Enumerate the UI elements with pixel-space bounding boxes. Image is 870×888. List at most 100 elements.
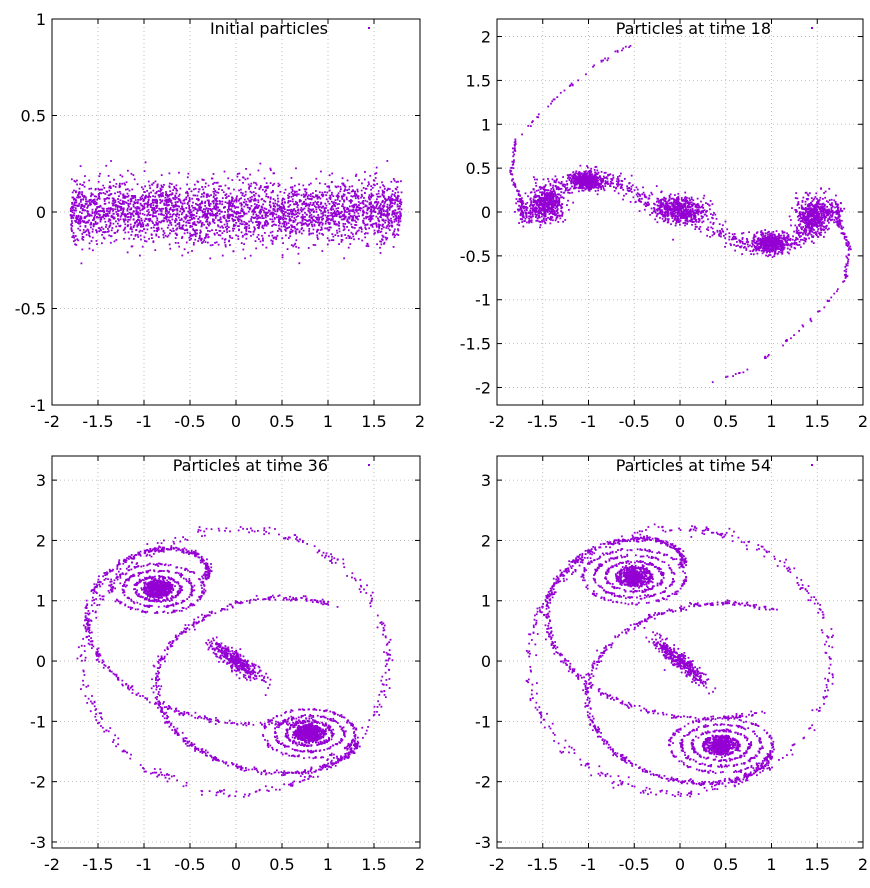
point xyxy=(288,226,291,229)
point xyxy=(307,207,310,210)
point xyxy=(381,181,383,184)
point xyxy=(239,188,242,191)
point xyxy=(394,234,396,237)
point xyxy=(202,241,204,243)
point xyxy=(269,169,272,172)
point xyxy=(130,198,133,201)
point xyxy=(687,203,690,205)
point xyxy=(240,197,242,200)
point xyxy=(90,223,93,225)
point xyxy=(695,220,698,223)
point xyxy=(106,214,109,217)
x-tick-label: 0.5 xyxy=(269,412,294,431)
point xyxy=(330,200,333,203)
point xyxy=(102,236,105,239)
point xyxy=(322,211,325,214)
point xyxy=(238,189,240,192)
point xyxy=(165,192,168,195)
point xyxy=(367,181,370,184)
point xyxy=(544,184,547,186)
point xyxy=(108,225,111,227)
point xyxy=(168,193,171,196)
point xyxy=(355,193,358,196)
point xyxy=(332,239,335,242)
point xyxy=(382,209,385,212)
point xyxy=(295,167,297,170)
point xyxy=(271,220,274,223)
point xyxy=(181,235,184,238)
point xyxy=(555,179,558,182)
point xyxy=(665,208,668,211)
point xyxy=(378,225,381,228)
point xyxy=(273,217,276,220)
point xyxy=(292,195,295,197)
point xyxy=(353,238,355,241)
point xyxy=(656,200,659,203)
point xyxy=(552,184,555,187)
point xyxy=(688,206,691,209)
point xyxy=(98,175,101,178)
point xyxy=(290,191,293,194)
point xyxy=(741,240,744,243)
panel-time-18: -2 -1.5 -1 -0.5 0 0.5 1 1.5 2-2-1.5-1-0.500.511.… xyxy=(460,18,868,431)
point xyxy=(169,215,172,218)
point xyxy=(708,204,711,207)
point xyxy=(689,208,692,211)
point xyxy=(530,221,533,224)
point xyxy=(329,226,332,229)
point xyxy=(243,221,246,223)
point xyxy=(240,209,243,212)
point xyxy=(328,189,331,192)
point xyxy=(162,236,165,239)
point xyxy=(240,220,243,223)
point xyxy=(688,197,691,200)
point xyxy=(309,201,312,204)
point xyxy=(89,202,92,205)
point xyxy=(700,200,702,203)
point xyxy=(376,230,379,233)
point xyxy=(711,217,714,220)
point xyxy=(599,176,601,179)
point xyxy=(245,227,248,230)
point xyxy=(361,182,363,185)
point xyxy=(148,220,151,223)
point xyxy=(95,239,98,242)
point xyxy=(245,212,248,215)
point xyxy=(398,224,401,227)
point xyxy=(571,185,573,188)
point xyxy=(233,211,236,214)
point xyxy=(219,226,222,229)
point xyxy=(248,199,251,202)
point xyxy=(215,208,218,211)
point xyxy=(262,239,264,242)
point xyxy=(611,179,614,182)
point xyxy=(147,201,150,204)
point xyxy=(108,194,111,197)
point xyxy=(328,185,330,188)
point xyxy=(141,194,144,197)
point xyxy=(356,188,359,191)
point xyxy=(375,205,378,208)
point xyxy=(271,243,274,245)
point xyxy=(301,203,304,206)
point xyxy=(660,201,662,204)
point xyxy=(590,167,593,170)
point xyxy=(284,214,287,217)
y-tick-label: -2 xyxy=(475,378,491,397)
point xyxy=(664,212,667,215)
point xyxy=(391,233,394,236)
point xyxy=(386,210,389,213)
point xyxy=(335,186,338,189)
point xyxy=(96,243,98,246)
point xyxy=(791,238,794,241)
point xyxy=(73,189,75,192)
point xyxy=(80,207,82,210)
point xyxy=(201,193,203,196)
point xyxy=(212,190,215,193)
point xyxy=(237,217,240,220)
point xyxy=(134,233,137,236)
point xyxy=(169,201,172,203)
point xyxy=(342,229,345,232)
point xyxy=(564,189,567,192)
point xyxy=(223,214,226,217)
